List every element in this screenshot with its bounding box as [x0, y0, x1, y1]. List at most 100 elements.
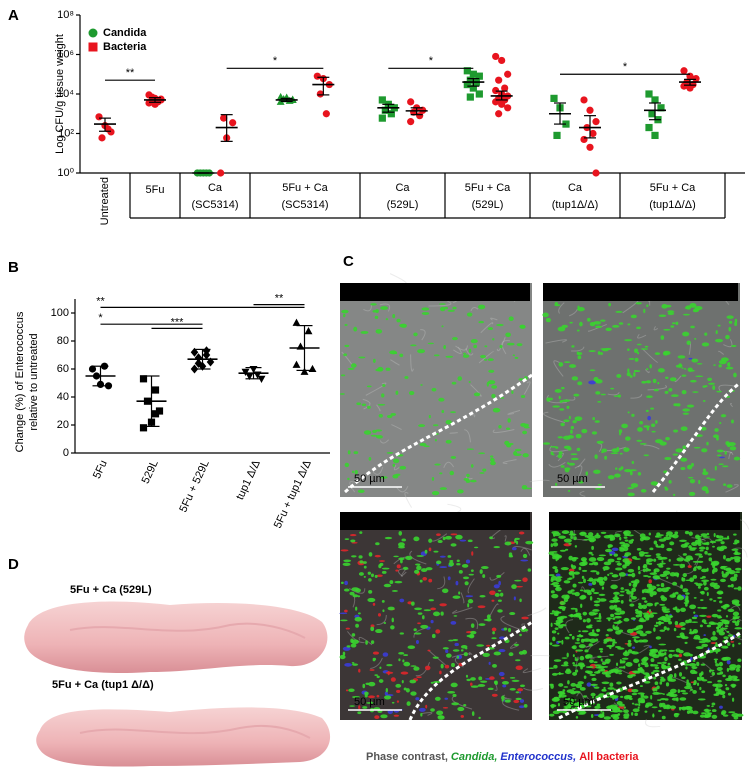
- micrograph-label-bar: [340, 283, 530, 301]
- fluorescent-speck: [431, 491, 440, 496]
- fluorescent-speck: [570, 457, 579, 461]
- fluorescent-speck: [357, 711, 362, 715]
- fluorescent-speck: [592, 696, 595, 699]
- fluorescent-speck: [557, 632, 560, 635]
- fluorescent-speck: [552, 555, 557, 560]
- fluorescent-speck: [588, 557, 597, 562]
- fluorescent-speck: [704, 550, 708, 555]
- fluorescent-speck: [543, 442, 551, 445]
- fluorescent-speck: [701, 342, 710, 347]
- tissue-fiber: [502, 697, 520, 711]
- fluorescent-speck: [463, 352, 466, 355]
- fluorescent-speck: [716, 534, 720, 538]
- fluorescent-speck: [416, 676, 422, 679]
- fluorescent-speck: [408, 390, 415, 396]
- fluorescent-speck: [368, 578, 372, 582]
- fluorescent-speck: [673, 627, 677, 632]
- fluorescent-speck: [635, 302, 642, 305]
- fluorescent-speck: [514, 356, 519, 359]
- fluorescent-speck: [572, 664, 580, 667]
- fluorescent-speck: [619, 541, 626, 545]
- fluorescent-speck: [678, 672, 683, 677]
- fluorescent-speck: [455, 534, 463, 540]
- tissue-fiber: [404, 491, 413, 508]
- fluorescent-speck: [600, 668, 606, 672]
- fluorescent-speck: [694, 535, 703, 538]
- fluorescent-speck: [413, 628, 417, 632]
- fluorescent-speck: [416, 555, 424, 557]
- fluorescent-speck: [560, 566, 569, 571]
- fluorescent-speck: [568, 577, 573, 580]
- fluorescent-speck: [487, 327, 494, 330]
- fluorescent-speck: [380, 306, 388, 311]
- fluorescent-speck: [425, 704, 428, 709]
- fluorescent-speck: [616, 701, 623, 706]
- fluorescent-speck: [478, 623, 486, 627]
- fluorescent-speck: [551, 453, 555, 456]
- fluorescent-speck: [614, 608, 620, 611]
- fluorescent-speck: [602, 665, 609, 668]
- fluorescent-speck: [362, 706, 368, 709]
- fluorescent-speck: [682, 313, 690, 316]
- fluorescent-speck: [625, 436, 631, 441]
- fluorescent-speck: [542, 312, 549, 318]
- fluorescent-speck: [351, 470, 355, 474]
- fluorescent-speck: [618, 672, 623, 675]
- fluorescent-speck: [463, 652, 469, 657]
- fluorescent-speck: [380, 714, 388, 719]
- fluorescent-speck: [589, 624, 593, 627]
- fluorescent-speck: [413, 536, 420, 542]
- tissue-fiber: [502, 459, 517, 465]
- micrograph-label: Ca (tup1 Δ/Δ): [548, 286, 618, 298]
- fluorescent-speck: [381, 567, 390, 570]
- fluorescent-speck: [684, 641, 688, 644]
- fluorescent-speck: [703, 586, 709, 591]
- data-point: [651, 131, 659, 140]
- fluorescent-speck: [507, 627, 512, 633]
- tissue-fiber: [647, 385, 668, 391]
- fluorescent-speck: [355, 606, 358, 611]
- fluorescent-speck: [676, 403, 681, 407]
- fluorescent-speck: [712, 630, 716, 636]
- panel-label: C: [343, 253, 354, 270]
- fluorescent-speck: [484, 358, 488, 361]
- micrograph-label-bar: [543, 283, 738, 301]
- fluorescent-speck: [668, 558, 671, 562]
- y-tick-label: 20: [57, 419, 69, 431]
- fluorescent-speck: [595, 487, 602, 490]
- fluorescent-speck: [732, 542, 738, 545]
- fluorescent-speck: [501, 677, 505, 680]
- fluorescent-speck: [466, 634, 475, 638]
- tissue-fiber: [546, 394, 567, 404]
- fluorescent-speck: [708, 621, 715, 625]
- fluorescent-speck: [718, 364, 722, 368]
- fluorescent-speck: [616, 562, 622, 566]
- fluorescent-speck: [499, 344, 503, 349]
- fluorescent-speck: [677, 594, 682, 599]
- fluorescent-speck: [438, 397, 445, 402]
- fluorescent-speck: [563, 580, 571, 584]
- fluorescent-speck: [670, 325, 675, 328]
- fluorescent-speck: [564, 636, 570, 640]
- fluorescent-speck: [593, 661, 598, 664]
- fluorescent-speck: [655, 636, 662, 640]
- fluorescent-speck: [652, 687, 656, 692]
- micrograph-legend-part: Phase contrast,: [366, 751, 448, 763]
- fluorescent-speck: [504, 541, 512, 546]
- fluorescent-speck: [470, 685, 479, 688]
- fluorescent-speck: [720, 627, 728, 630]
- fluorescent-speck: [382, 384, 386, 387]
- fluorescent-speck: [703, 622, 708, 625]
- fluorescent-speck: [554, 389, 562, 393]
- fluorescent-speck: [580, 594, 587, 600]
- fluorescent-speck: [589, 369, 596, 372]
- fluorescent-speck: [660, 596, 668, 602]
- fluorescent-speck: [525, 540, 534, 545]
- fluorescent-speck: [702, 468, 707, 472]
- tissue-fiber: [372, 466, 384, 475]
- fluorescent-speck: [673, 429, 679, 433]
- fluorescent-speck: [591, 431, 598, 435]
- fluorescent-speck: [596, 440, 604, 444]
- fluorescent-speck: [438, 303, 446, 305]
- fluorescent-speck: [591, 580, 597, 585]
